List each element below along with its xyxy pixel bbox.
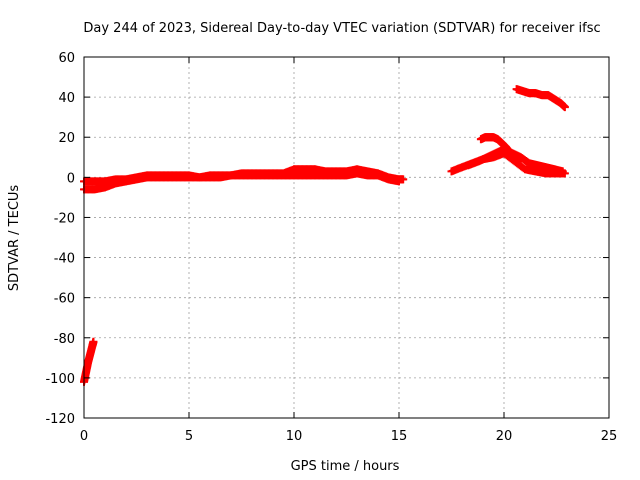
segment-main-trace-lower (80, 169, 403, 194)
x-tick-label: 15 (391, 429, 408, 444)
y-tick-label: 0 (67, 171, 75, 186)
y-tick-label: -40 (54, 252, 75, 267)
data-point (514, 157, 523, 166)
y-tick-label: -80 (54, 332, 75, 347)
y-tick-label: -20 (54, 211, 75, 226)
y-axis-label: SDTVAR / TECUs (7, 185, 22, 292)
axis-ticks: 0 5 10 15 20 25 -120 -100 -80 -60 -40 -20 0 20 40 60 (45, 51, 617, 444)
x-tick-label: 5 (185, 429, 193, 444)
segment-hump (476, 133, 523, 166)
grid-lines (84, 57, 609, 418)
x-axis-label: GPS time / hours (291, 459, 400, 474)
y-tick-label: -120 (45, 412, 75, 427)
y-tick-label: 20 (58, 131, 75, 146)
data-points (80, 85, 569, 386)
data-point (89, 337, 98, 346)
segment-late-high (512, 85, 569, 112)
y-tick-label: -60 (54, 292, 75, 307)
data-point (560, 103, 569, 112)
chart-title: Day 244 of 2023, Sidereal Day-to-day VTE… (83, 21, 600, 36)
x-tick-label: 10 (286, 429, 303, 444)
y-tick-label: -100 (45, 372, 75, 387)
x-tick-label: 0 (80, 429, 88, 444)
data-point (395, 177, 403, 186)
data-point (558, 167, 567, 176)
data-point (399, 175, 408, 184)
x-tick-label: 20 (496, 429, 513, 444)
segment-rise-b (464, 145, 567, 176)
y-tick-label: 60 (58, 51, 75, 66)
y-tick-label: 40 (58, 91, 75, 106)
x-tick-label: 25 (601, 429, 618, 444)
plot-frame (83, 56, 610, 419)
segment-early-drop (80, 337, 98, 386)
